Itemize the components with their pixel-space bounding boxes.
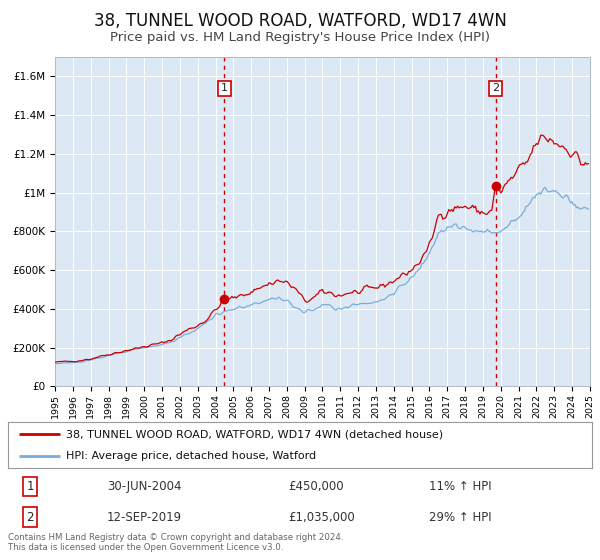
Text: 1: 1 <box>26 480 34 493</box>
Text: 38, TUNNEL WOOD ROAD, WATFORD, WD17 4WN (detached house): 38, TUNNEL WOOD ROAD, WATFORD, WD17 4WN … <box>66 430 443 440</box>
Text: £450,000: £450,000 <box>289 480 344 493</box>
Text: 12-SEP-2019: 12-SEP-2019 <box>107 511 182 524</box>
Text: £1,035,000: £1,035,000 <box>289 511 355 524</box>
Text: 2: 2 <box>492 83 499 94</box>
Text: 38, TUNNEL WOOD ROAD, WATFORD, WD17 4WN: 38, TUNNEL WOOD ROAD, WATFORD, WD17 4WN <box>94 12 506 30</box>
Text: 11% ↑ HPI: 11% ↑ HPI <box>428 480 491 493</box>
Text: 1: 1 <box>221 83 228 94</box>
Text: Contains HM Land Registry data © Crown copyright and database right 2024.
This d: Contains HM Land Registry data © Crown c… <box>8 533 343 552</box>
Text: Price paid vs. HM Land Registry's House Price Index (HPI): Price paid vs. HM Land Registry's House … <box>110 31 490 44</box>
Text: HPI: Average price, detached house, Watford: HPI: Average price, detached house, Watf… <box>66 451 316 460</box>
Text: 29% ↑ HPI: 29% ↑ HPI <box>428 511 491 524</box>
Text: 30-JUN-2004: 30-JUN-2004 <box>107 480 182 493</box>
Text: 2: 2 <box>26 511 34 524</box>
